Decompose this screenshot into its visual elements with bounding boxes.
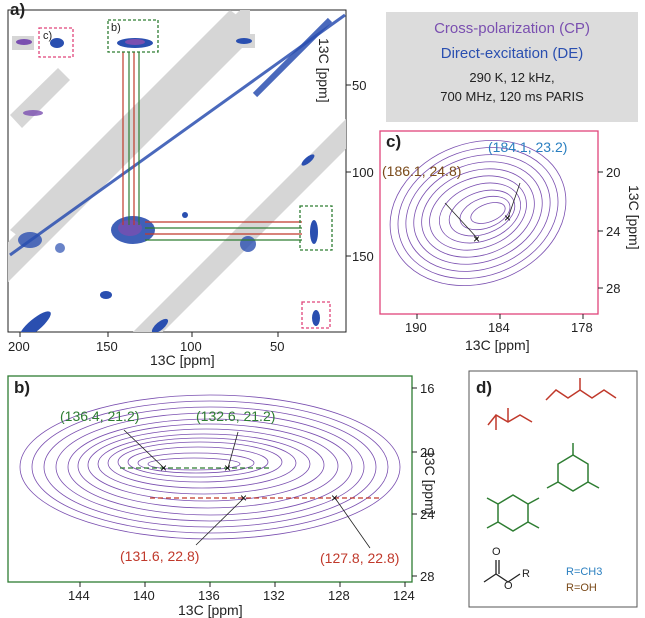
legend-cp: Cross-polarization (CP) xyxy=(434,20,590,37)
r-ch3: R=CH3 xyxy=(566,566,603,578)
panel-b-peak-2: (132.6, 21.2) xyxy=(196,408,276,424)
box-c-label: c) xyxy=(43,30,53,42)
c-x-tick: 178 xyxy=(571,320,593,335)
panel-b-spectrum: × × × × xyxy=(7,375,417,587)
y-tick: 100 xyxy=(352,165,374,180)
panel-d-label: d) xyxy=(476,378,493,397)
c-y-tick: 28 xyxy=(606,281,621,296)
panel-c-peak-1: (186.1, 24.8) xyxy=(382,163,462,179)
legend-cond-1: 290 K, 12 kHz, xyxy=(469,70,555,85)
box-c xyxy=(38,27,74,58)
x-tick: 100 xyxy=(180,339,202,354)
svg-text:×: × xyxy=(331,491,338,505)
box-b-label: b) xyxy=(111,22,121,34)
b-x-tick: 144 xyxy=(68,588,90,603)
panel-b-peak-4: (127.8, 22.8) xyxy=(320,550,400,566)
b-x-tick: 132 xyxy=(263,588,285,603)
panel-b-x-title: 13C [ppm] xyxy=(178,602,243,618)
panel-a-spectrum xyxy=(7,9,351,337)
grey-band-main xyxy=(10,10,250,245)
ester-carbonyl-o: O xyxy=(492,546,501,558)
b-y-tick: 28 xyxy=(420,569,435,584)
panel-d: d) O O R R=CH3 R=OH xyxy=(468,370,638,608)
c-x-tick: 184 xyxy=(488,320,510,335)
svg-text:×: × xyxy=(504,211,511,225)
ester-r: R xyxy=(522,568,530,580)
legend-cond-2: 700 MHz, 120 ms PARIS xyxy=(440,89,584,104)
c-y-tick: 24 xyxy=(606,224,621,239)
box-bottom xyxy=(301,301,331,329)
legend-de: Direct-excitation (DE) xyxy=(440,45,584,62)
x-tick: 150 xyxy=(96,339,118,354)
legend-box: Cross-polarization (CP) Direct-excitatio… xyxy=(386,12,638,122)
panel-b-peak-1: (136.4, 21.2) xyxy=(60,408,140,424)
panel-d-structures xyxy=(468,370,638,608)
panel-a-label: a) xyxy=(10,0,26,19)
panel-a-x-title: 13C [ppm] xyxy=(150,352,215,368)
b-y-tick: 24 xyxy=(420,507,435,522)
c-y-tick: 20 xyxy=(606,165,621,180)
b-y-tick: 20 xyxy=(420,445,435,460)
panel-c-spectrum: × × xyxy=(379,130,603,319)
b-x-tick: 128 xyxy=(328,588,350,603)
ester-o: O xyxy=(504,580,513,592)
panel-a-y-title: 13C [ppm] xyxy=(316,38,332,103)
panel-a: a) c) b) 200 150 100 50 13C [ppm] 50 100… xyxy=(0,0,374,370)
grey-band-2 xyxy=(133,119,346,332)
box-b xyxy=(107,19,159,53)
r-oh: R=OH xyxy=(566,582,597,594)
c-x-tick: 190 xyxy=(405,320,427,335)
panel-b-peak-3: (131.6, 22.8) xyxy=(120,548,200,564)
panel-c-x-title: 13C [ppm] xyxy=(465,337,530,353)
box-right xyxy=(299,205,333,251)
panel-c: × × c) (186.1, 24.8) (184.1, 23.2) 190 1… xyxy=(370,125,645,365)
b-x-tick: 124 xyxy=(393,588,415,603)
panel-c-peak-2: (184.1, 23.2) xyxy=(488,139,568,155)
y-tick: 150 xyxy=(352,249,374,264)
b-x-tick: 136 xyxy=(198,588,220,603)
x-tick: 200 xyxy=(8,339,30,354)
y-tick: 50 xyxy=(352,78,367,93)
b-x-tick: 140 xyxy=(133,588,155,603)
panel-c-y-title: 13C [ppm] xyxy=(626,185,642,250)
panel-b: × × × × b) (136.4, 21.2) (132.6, 21.2) (… xyxy=(0,370,440,618)
svg-text:×: × xyxy=(224,461,231,475)
b-y-tick: 16 xyxy=(420,381,435,396)
panel-b-y-title: 13C [ppm] xyxy=(422,450,438,515)
panel-c-label: c) xyxy=(386,132,402,151)
svg-text:×: × xyxy=(473,232,480,246)
panel-b-label: b) xyxy=(14,378,31,397)
x-tick: 50 xyxy=(270,339,285,354)
